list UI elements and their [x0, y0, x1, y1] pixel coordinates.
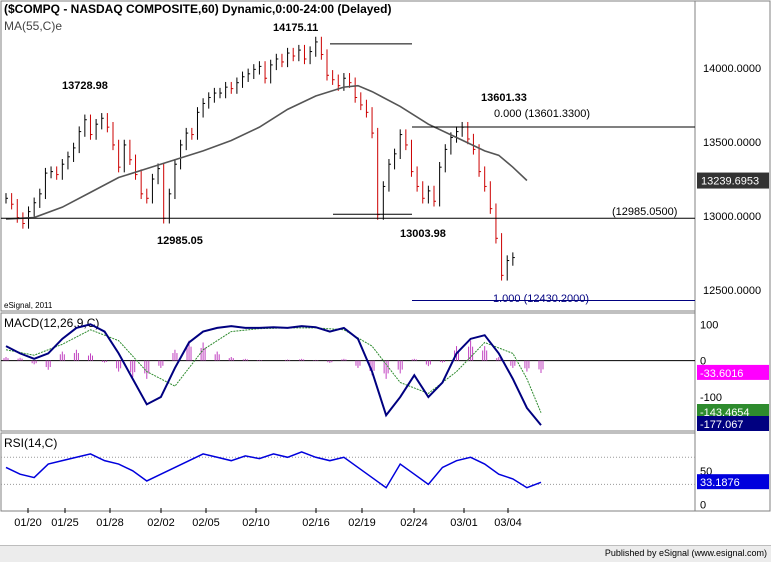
price-annotation: 13003.98 — [400, 228, 446, 240]
x-tick-label: 01/28 — [96, 517, 124, 529]
rsi-line — [5, 451, 542, 489]
moving-average — [5, 84, 528, 220]
axis-labels: 14000.0000 13500.0000 13000.0000 12500.0000… — [14, 63, 769, 529]
x-tick-label: 02/02 — [147, 517, 175, 529]
price-tick-label: 13000.0000 — [703, 211, 761, 223]
x-tick-label: 03/01 — [450, 517, 478, 529]
macd-value-label: -177.067 — [700, 419, 743, 431]
ma-title: MA(55,C)e — [4, 19, 62, 33]
x-tick-label: 02/24 — [400, 517, 428, 529]
macd-value-box — [697, 404, 769, 419]
x-tick-label: 02/16 — [302, 517, 330, 529]
price-tick-label: 12500.0000 — [703, 285, 761, 297]
price-annotation: 12985.05 — [157, 235, 203, 247]
axis-area — [694, 0, 771, 512]
macd-line — [5, 323, 542, 426]
rsi-value-label: 33.1876 — [700, 477, 740, 489]
x-tick-label: 02/05 — [192, 517, 220, 529]
price-annotation: 13601.33 — [481, 92, 527, 104]
price-annotation: 14175.11 — [273, 22, 318, 34]
footer-text: Published by eSignal (www.esignal.com) — [604, 548, 767, 558]
annotations: 13728.98 14175.11 13601.33 12985.05 13003.98… — [1, 22, 695, 305]
macd-value-box — [697, 416, 769, 431]
price-panel — [0, 0, 696, 312]
price-tick-label: 14000.0000 — [703, 63, 761, 75]
price-annotation: 13728.98 — [62, 80, 108, 92]
footer: Published by eSignal (www.esignal.com) — [0, 545, 771, 562]
rsi-title: RSI(14,C) — [4, 436, 57, 450]
price-annotation: (12985.0500) — [612, 206, 677, 218]
ma-value-box — [697, 172, 769, 189]
price-tick-label: 13500.0000 — [703, 137, 761, 149]
ma-line — [5, 84, 528, 220]
macd-tick-label: 0 — [700, 356, 706, 368]
x-tick-label: 03/04 — [494, 517, 522, 529]
macd-series — [1, 323, 695, 426]
rsi-value-box — [697, 474, 769, 490]
price-title: ($COMPQ - NASDAQ COMPOSITE,60) Dynamic,0… — [4, 2, 391, 16]
macd-tick-label: 100 — [700, 319, 718, 331]
macd-tick-label: -100 — [700, 392, 722, 404]
x-tick-label: 01/25 — [51, 517, 79, 529]
x-tick-label: 01/20 — [14, 517, 42, 529]
macd-value-box — [697, 364, 769, 380]
price-annotation: 0.000 (13601.3300) — [494, 108, 590, 120]
watermark: eSignal, 2011 — [4, 301, 53, 310]
ma-value-label: 13239.6953 — [701, 176, 759, 188]
macd-value-label: -33.6016 — [700, 368, 743, 380]
macd-title: MACD(12,26,9,C) — [4, 316, 99, 330]
rsi-panel — [0, 432, 696, 512]
price-annotation: 1.000 (12430.2000) — [493, 293, 589, 305]
rsi-series — [1, 451, 695, 489]
x-tick-label: 02/10 — [242, 517, 270, 529]
rsi-tick-label: 0 — [700, 500, 706, 512]
x-tick-label: 02/19 — [348, 517, 376, 529]
